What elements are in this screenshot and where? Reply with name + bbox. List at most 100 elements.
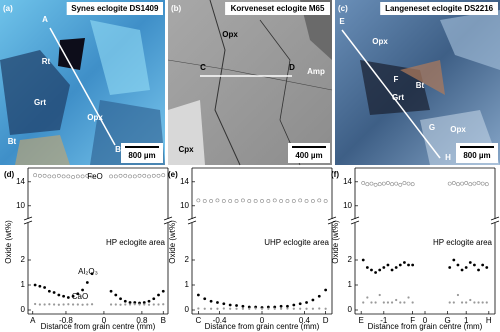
title-box (380, 2, 498, 15)
panel-label: (b) (171, 4, 182, 13)
data-point (216, 307, 219, 310)
data-point (324, 288, 328, 292)
x-tick-label: B (161, 316, 166, 325)
data-point (386, 301, 390, 304)
data-point (365, 266, 369, 269)
x-tick-label: C (195, 316, 201, 325)
data-point (286, 304, 289, 308)
data-point (152, 297, 156, 301)
x-tick-label: 0 (102, 316, 107, 325)
series-label: CaO (72, 292, 88, 301)
axis-break (327, 220, 337, 225)
data-point (305, 307, 308, 310)
data-point (48, 303, 51, 306)
x-tick-label: A (30, 316, 36, 325)
y-tick-label: 2 (21, 255, 26, 264)
data-point (38, 284, 42, 288)
data-point (292, 303, 296, 307)
x-tick-label: 0.8 (136, 316, 148, 325)
data-point (209, 199, 213, 203)
axis-break-gap (492, 219, 498, 223)
data-point (71, 175, 75, 179)
data-point (407, 263, 410, 267)
data-point (34, 302, 37, 306)
data-point (52, 291, 56, 294)
data-point (247, 305, 251, 309)
data-point (47, 174, 52, 179)
data-point (71, 294, 75, 298)
y-tick-label: 14 (343, 177, 352, 186)
mineral-label: E (339, 17, 345, 26)
data-point (76, 292, 80, 296)
scale-label: 800 µm (128, 151, 155, 160)
data-point (485, 266, 489, 269)
mineral-label: F (394, 75, 399, 84)
area-label: HP eclogite area (106, 238, 166, 247)
data-point (75, 174, 80, 179)
x-tick-label: -0.8 (59, 316, 73, 325)
data-point (203, 297, 207, 301)
data-point (378, 268, 382, 272)
data-point (477, 268, 480, 272)
x-tick-label: 0 (260, 316, 265, 325)
data-point (402, 181, 407, 185)
data-point (161, 173, 166, 178)
data-point (279, 199, 283, 203)
data-point (465, 301, 468, 304)
data-point (304, 199, 309, 203)
data-point (37, 173, 42, 178)
data-point (374, 301, 377, 304)
data-point (114, 303, 117, 306)
data-point (373, 182, 378, 187)
data-point (464, 266, 468, 269)
micrograph-b (167, 0, 333, 166)
data-point (241, 304, 245, 308)
data-point (260, 199, 264, 203)
data-point (66, 174, 71, 179)
data-point (114, 293, 118, 297)
data-point (151, 173, 156, 178)
data-point (411, 263, 415, 267)
data-point (484, 182, 489, 187)
axis-break-gap (165, 219, 171, 223)
data-point (323, 199, 328, 203)
mineral-label: D (289, 63, 295, 72)
axis-break (327, 216, 337, 221)
data-point (452, 258, 456, 262)
axis-break (187, 220, 197, 225)
data-point (33, 283, 37, 287)
data-point (410, 182, 415, 187)
data-point (90, 272, 94, 276)
data-point (138, 303, 141, 306)
data-point (241, 198, 245, 203)
data-point (468, 261, 472, 264)
data-point (247, 199, 252, 203)
data-point (124, 303, 127, 306)
data-point (317, 198, 322, 203)
mineral-label: Opx (222, 30, 238, 39)
data-point (317, 294, 321, 298)
y-tick-label: 10 (180, 201, 189, 210)
data-point (142, 301, 146, 304)
data-point (286, 307, 289, 310)
data-point (279, 304, 283, 308)
data-point (362, 301, 365, 304)
data-point (128, 303, 132, 306)
data-point (109, 303, 113, 306)
data-point (394, 266, 398, 269)
data-point (52, 174, 57, 179)
y-tick-label: 0 (348, 305, 353, 314)
data-point (390, 301, 394, 304)
data-point (47, 289, 51, 293)
data-point (42, 173, 47, 178)
area-label: HP eclogite area (433, 238, 493, 247)
data-point (298, 198, 303, 203)
data-point (61, 174, 66, 179)
axis-break (23, 216, 33, 221)
area-label: UHP eclogite area (264, 238, 329, 247)
data-point (119, 303, 122, 306)
data-point (365, 182, 370, 187)
chart-panel: 0 1 2 C -0.4 0 0.4 D Oxide (wt%) Distance from gr… (168, 220, 333, 331)
data-point (370, 301, 373, 304)
